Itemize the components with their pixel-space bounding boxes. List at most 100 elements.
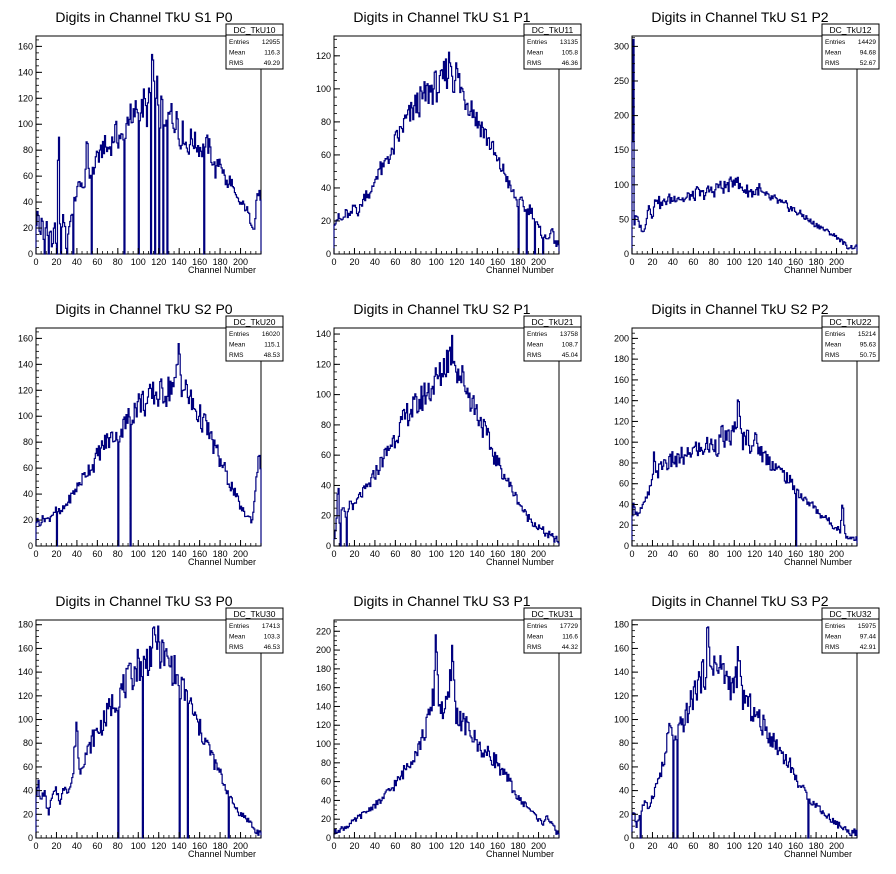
- histogram-series: [333, 51, 560, 255]
- stats-label: Entries: [527, 331, 548, 338]
- stats-label: Mean: [229, 342, 246, 349]
- y-tick-label: 80: [23, 145, 33, 155]
- x-tick-label: 80: [411, 549, 421, 559]
- stats-label: Entries: [229, 331, 250, 338]
- x-axis-label: Channel Number: [784, 849, 852, 859]
- x-tick-label: 60: [688, 257, 698, 267]
- x-tick-label: 0: [33, 257, 38, 267]
- x-tick-label: 40: [668, 841, 678, 851]
- x-tick-label: 60: [688, 549, 698, 559]
- x-tick-label: 180: [213, 257, 228, 267]
- y-tick-label: 80: [321, 420, 331, 430]
- y-tick-label: 40: [23, 786, 33, 796]
- y-tick-label: 60: [321, 450, 331, 460]
- x-tick-label: 0: [331, 549, 336, 559]
- stats-value: 13758: [560, 331, 578, 338]
- x-tick-label: 40: [72, 841, 82, 851]
- x-tick-label: 80: [411, 841, 421, 851]
- stats-box: DC_TkU22 Entries 15214 Mean 95.63 RMS 50.75: [821, 315, 880, 362]
- x-tick-label: 160: [788, 841, 803, 851]
- stats-name: DC_TkU12: [829, 25, 871, 35]
- x-tick-label: 40: [668, 549, 678, 559]
- histogram-series: [35, 53, 262, 255]
- y-tick-label: 120: [316, 359, 331, 369]
- histogram-panel-1: Digits in Channel TkU S1 P0 0 20 40 60 80 100 1…: [18, 9, 284, 275]
- x-tick-label: 180: [511, 841, 526, 851]
- stats-value: 116.6: [562, 634, 578, 641]
- x-tick-label: 0: [629, 257, 634, 267]
- x-tick-label: 60: [92, 841, 102, 851]
- y-tick-label: 140: [614, 667, 629, 677]
- y-tick-label: 40: [321, 795, 331, 805]
- stats-value: 17729: [560, 623, 578, 630]
- stats-label: RMS: [527, 352, 542, 359]
- stats-box: DC_TkU10 Entries 12955 Mean 116.3 RMS 49.29: [225, 23, 284, 70]
- x-tick-label: 100: [131, 257, 146, 267]
- stats-box-frame: [225, 607, 284, 654]
- y-tick-label: 50: [619, 214, 629, 224]
- x-tick-label: 60: [390, 841, 400, 851]
- x-tick-label: 200: [233, 841, 248, 851]
- x-tick-label: 180: [809, 549, 824, 559]
- x-tick-label: 200: [531, 841, 546, 851]
- y-tick-label: 160: [18, 41, 33, 51]
- x-tick-label: 20: [51, 257, 61, 267]
- y-tick-label: 120: [18, 385, 33, 395]
- x-tick-label: 180: [511, 257, 526, 267]
- x-tick-label: 0: [331, 257, 336, 267]
- x-tick-label: 200: [829, 841, 844, 851]
- x-tick-label: 140: [768, 257, 783, 267]
- histogram-series: [35, 342, 262, 547]
- x-tick-label: 0: [33, 841, 38, 851]
- stats-value: 48.53: [264, 352, 281, 359]
- x-tick-label: 100: [727, 841, 742, 851]
- y-tick-label: 160: [614, 375, 629, 385]
- x-tick-label: 140: [172, 549, 187, 559]
- y-tick-label: 160: [614, 643, 629, 653]
- y-tick-label: 60: [23, 762, 33, 772]
- stats-name: DC_TkU22: [829, 317, 871, 327]
- x-tick-label: 80: [709, 257, 719, 267]
- stats-value: 16020: [262, 331, 280, 338]
- x-tick-label: 0: [629, 841, 634, 851]
- y-tick-label: 40: [23, 197, 33, 207]
- y-tick-label: 80: [619, 738, 629, 748]
- stats-value: 42.91: [860, 644, 877, 651]
- stats-label: RMS: [825, 352, 840, 359]
- x-tick-label: 20: [51, 841, 61, 851]
- y-tick-label: 80: [23, 437, 33, 447]
- x-tick-label: 140: [470, 549, 485, 559]
- stats-value: 115.1: [264, 342, 280, 349]
- x-tick-label: 140: [172, 257, 187, 267]
- y-tick-label: 60: [23, 171, 33, 181]
- stats-value: 105.8: [562, 50, 579, 57]
- stats-box-frame: [225, 23, 284, 70]
- stats-value: 49.29: [264, 60, 281, 67]
- y-tick-label: 20: [23, 809, 33, 819]
- stats-name: DC_TkU11: [532, 25, 574, 35]
- y-tick-label: 0: [326, 833, 331, 843]
- x-tick-label: 20: [51, 549, 61, 559]
- histogram-series: [333, 334, 560, 547]
- stats-value: 97.44: [860, 634, 877, 641]
- x-tick-label: 40: [370, 841, 380, 851]
- y-tick-label: 160: [18, 333, 33, 343]
- histogram-panel-6: Digits in Channel TkU S2 P2 0 20 40 60 80 100 1…: [614, 301, 880, 567]
- stats-box-frame: [821, 23, 880, 70]
- stats-value: 95.63: [860, 342, 877, 349]
- x-tick-label: 140: [768, 549, 783, 559]
- stats-box-frame: [225, 315, 284, 362]
- y-tick-label: 0: [28, 833, 33, 843]
- y-tick-label: 100: [614, 180, 629, 190]
- x-tick-label: 160: [192, 841, 207, 851]
- y-tick-label: 180: [316, 664, 331, 674]
- y-tick-label: 100: [316, 739, 331, 749]
- x-tick-label: 20: [647, 841, 657, 851]
- y-tick-label: 80: [23, 738, 33, 748]
- stats-label: RMS: [527, 60, 542, 67]
- stats-box: DC_TkU30 Entries 17413 Mean 103.3 RMS 46.53: [225, 607, 284, 654]
- stats-box: DC_TkU20 Entries 16020 Mean 115.1 RMS 48.53: [225, 315, 284, 362]
- y-tick-label: 140: [18, 667, 33, 677]
- chart-title: Digits in Channel TkU S3 P2: [651, 593, 828, 609]
- x-tick-label: 60: [390, 257, 400, 267]
